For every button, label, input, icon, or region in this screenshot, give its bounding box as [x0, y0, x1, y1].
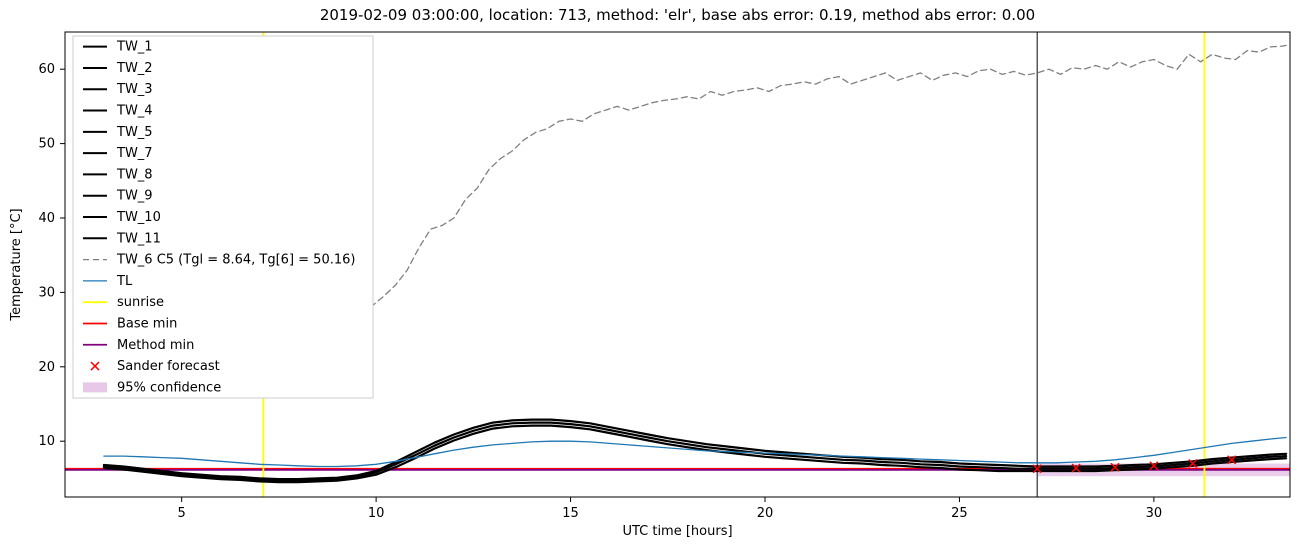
- chart-title: 2019-02-09 03:00:00, location: 713, meth…: [320, 6, 1035, 24]
- y-axis-label: Temperature [°C]: [9, 208, 24, 321]
- ytick-label: 20: [38, 360, 55, 375]
- legend-label: TW_4: [116, 104, 153, 119]
- ytick-label: 50: [38, 137, 55, 152]
- legend-label: 95% confidence: [117, 380, 221, 395]
- xtick-label: 30: [1146, 506, 1163, 521]
- legend-label: TW_3: [116, 82, 153, 97]
- xtick-label: 15: [562, 506, 579, 521]
- legend-label: Sander forecast: [117, 359, 220, 374]
- xtick-label: 10: [368, 506, 385, 521]
- legend-label: TL: [116, 274, 133, 289]
- legend-label: TW_9: [116, 189, 153, 204]
- ytick-label: 60: [38, 62, 55, 77]
- xtick-label: 20: [757, 506, 774, 521]
- legend-label: TW_10: [116, 210, 161, 225]
- ytick-label: 30: [38, 285, 55, 300]
- xtick-label: 25: [951, 506, 968, 521]
- legend-label: TW_11: [116, 231, 161, 246]
- ytick-label: 10: [38, 434, 55, 449]
- xtick-label: 5: [178, 506, 186, 521]
- legend-label: TW_1: [116, 40, 153, 55]
- legend-label: Method min: [117, 338, 194, 353]
- legend-label: sunrise: [117, 295, 164, 310]
- legend-label: TW_7: [116, 146, 153, 161]
- legend-label: TW_5: [116, 125, 153, 140]
- legend-label: TW_8: [116, 167, 153, 182]
- temperature-chart: 5 10 15 20 25 30 10 20 30 40 50 60 UTC time [hours] T…: [0, 0, 1310, 547]
- x-axis-label: UTC time [hours]: [622, 524, 732, 539]
- legend-label: Base min: [117, 316, 177, 331]
- legend-swatch: [83, 382, 107, 392]
- legend-label: TW_2: [116, 61, 153, 76]
- chart-container: 5 10 15 20 25 30 10 20 30 40 50 60 UTC time [hours] T…: [0, 0, 1310, 547]
- legend-label: TW_6 C5 (Tgl = 8.64, Tg[6] = 50.16): [116, 253, 355, 268]
- legend: TW_1 TW_2 TW_3 TW_4 TW_5 TW_7 TW_8 TW_9 TW_10 TW_…: [73, 36, 373, 398]
- ytick-label: 40: [38, 211, 55, 226]
